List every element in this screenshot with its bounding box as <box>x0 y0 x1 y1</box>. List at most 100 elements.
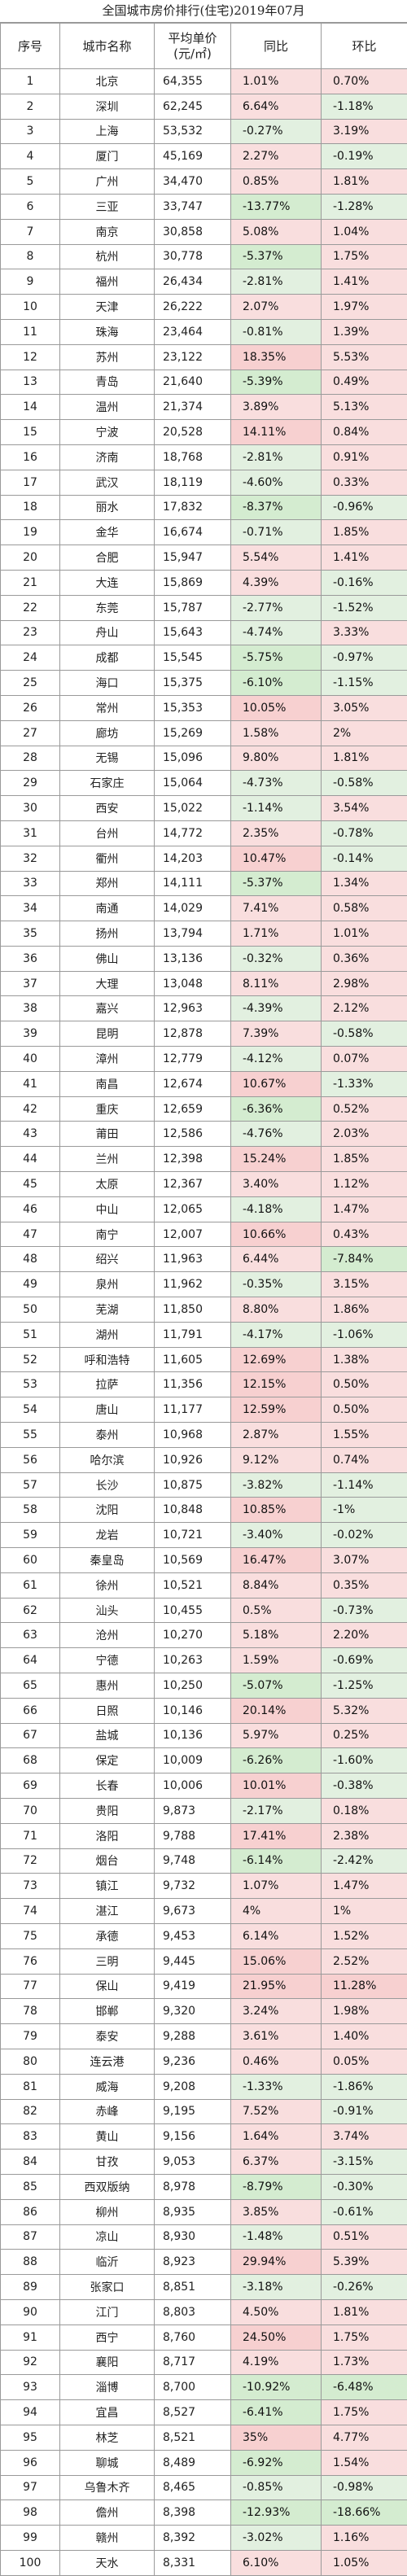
cell-price: 9,053 <box>154 2149 231 2175</box>
table-row: 78 邯郸 9,320 3.24% 1.98% <box>0 1998 407 2025</box>
cell-city: 三亚 <box>59 193 155 220</box>
cell-yoy: 2.35% <box>230 820 322 846</box>
cell-mom: 0.25% <box>321 1722 407 1749</box>
cell-city: 上海 <box>59 118 155 145</box>
cell-price: 26,434 <box>154 269 231 295</box>
cell-price: 11,850 <box>154 1297 231 1323</box>
cell-no: 24 <box>0 645 60 671</box>
table-row: 13 青岛 21,640 -5.39% 0.49% <box>0 369 407 396</box>
cell-mom: 0.05% <box>321 2048 407 2075</box>
cell-yoy: 3.24% <box>230 1998 322 2025</box>
cell-no: 39 <box>0 1021 60 1047</box>
cell-yoy: -5.75% <box>230 645 322 671</box>
cell-price: 9,445 <box>154 1948 231 1975</box>
cell-mom: -0.38% <box>321 1773 407 1799</box>
table-row: 88 临沂 8,923 29.94% 5.39% <box>0 2249 407 2276</box>
cell-no: 87 <box>0 2224 60 2250</box>
header-price-line1: 平均单价 <box>168 30 217 46</box>
cell-price: 23,122 <box>154 343 231 370</box>
cell-no: 15 <box>0 419 60 445</box>
cell-mom: 2.12% <box>321 995 407 1022</box>
cell-no: 100 <box>0 2549 60 2576</box>
cell-yoy: -2.17% <box>230 1797 322 1824</box>
cell-yoy: 10.85% <box>230 1497 322 1524</box>
cell-no: 36 <box>0 945 60 972</box>
cell-city: 南宁 <box>59 1221 155 1248</box>
cell-mom: -1% <box>321 1497 407 1524</box>
cell-mom: 5.53% <box>321 343 407 370</box>
cell-no: 37 <box>0 970 60 997</box>
cell-city: 连云港 <box>59 2048 155 2075</box>
cell-no: 45 <box>0 1171 60 1197</box>
cell-city: 洛阳 <box>59 1822 155 1849</box>
cell-city: 泰安 <box>59 2023 155 2049</box>
table-row: 74 湛江 9,673 4% 1% <box>0 1898 407 1924</box>
cell-city: 三明 <box>59 1948 155 1975</box>
cell-no: 13 <box>0 369 60 396</box>
cell-no: 23 <box>0 619 60 646</box>
table-row: 33 郑州 14,111 -5.37% 1.34% <box>0 870 407 897</box>
cell-mom: 1.01% <box>321 921 407 947</box>
cell-price: 17,832 <box>154 494 231 521</box>
cell-yoy: 5.54% <box>230 545 322 571</box>
cell-city: 珠海 <box>59 318 155 345</box>
cell-yoy: -1.14% <box>230 795 322 821</box>
cell-price: 15,643 <box>154 619 231 646</box>
cell-mom: 1.81% <box>321 168 407 195</box>
table-row: 61 徐州 10,521 8.84% 0.35% <box>0 1572 407 1599</box>
page-title: 全国城市房价排行(住宅)2019年07月 <box>0 0 407 23</box>
cell-no: 75 <box>0 1922 60 1949</box>
table-row: 85 西双版纳 8,978 -8.79% -0.30% <box>0 2173 407 2200</box>
cell-no: 68 <box>0 1747 60 1774</box>
cell-mom: 1.85% <box>321 1146 407 1173</box>
cell-no: 81 <box>0 2073 60 2100</box>
cell-no: 86 <box>0 2198 60 2225</box>
cell-yoy: 2.87% <box>230 1422 322 1448</box>
cell-no: 40 <box>0 1046 60 1072</box>
cell-mom: 3.07% <box>321 1547 407 1573</box>
cell-mom: 0.70% <box>321 68 407 94</box>
cell-no: 79 <box>0 2023 60 2049</box>
cell-mom: 1.47% <box>321 1873 407 1900</box>
cell-city: 郑州 <box>59 870 155 897</box>
cell-city: 汕头 <box>59 1597 155 1624</box>
table-row: 32 衢州 14,203 10.47% -0.14% <box>0 845 407 872</box>
table-row: 2 深圳 62,245 6.64% -1.18% <box>0 93 407 120</box>
cell-mom: 3.05% <box>321 694 407 721</box>
cell-city: 盐城 <box>59 1722 155 1749</box>
cell-yoy: -4.18% <box>230 1196 322 1222</box>
table-row: 29 石家庄 15,064 -4.73% -0.58% <box>0 770 407 797</box>
cell-city: 武汉 <box>59 469 155 496</box>
table-row: 23 舟山 15,643 -4.74% 3.33% <box>0 619 407 646</box>
cell-no: 3 <box>0 118 60 145</box>
cell-no: 69 <box>0 1773 60 1799</box>
cell-city: 泰州 <box>59 1422 155 1448</box>
cell-no: 63 <box>0 1622 60 1649</box>
cell-price: 15,269 <box>154 719 231 746</box>
cell-yoy: 6.64% <box>230 93 322 120</box>
cell-price: 18,768 <box>154 444 231 470</box>
cell-price: 10,250 <box>154 1673 231 1699</box>
table-row: 79 泰安 9,288 3.61% 1.40% <box>0 2023 407 2049</box>
cell-city: 海口 <box>59 670 155 696</box>
cell-yoy: -0.27% <box>230 118 322 145</box>
table-row: 59 龙岩 10,721 -3.40% -0.02% <box>0 1522 407 1549</box>
cell-mom: -0.30% <box>321 2173 407 2200</box>
cell-yoy: 10.66% <box>230 1221 322 1248</box>
table-row: 1 北京 64,355 1.01% 0.70% <box>0 68 407 94</box>
cell-mom: 2.20% <box>321 1622 407 1649</box>
cell-price: 8,851 <box>154 2274 231 2300</box>
cell-no: 94 <box>0 2399 60 2425</box>
cell-mom: 1.81% <box>321 745 407 772</box>
table-row: 10 天津 26,222 2.07% 1.97% <box>0 294 407 320</box>
cell-price: 10,926 <box>154 1446 231 1473</box>
cell-city: 江门 <box>59 2298 155 2325</box>
cell-price: 15,375 <box>154 670 231 696</box>
cell-no: 90 <box>0 2298 60 2325</box>
table-row: 12 苏州 23,122 18.35% 5.53% <box>0 343 407 370</box>
cell-mom: -1.15% <box>321 670 407 696</box>
cell-mom: -7.84% <box>321 1246 407 1273</box>
cell-yoy: 6.14% <box>230 1922 322 1949</box>
table-row: 16 济南 18,768 -2.81% 0.91% <box>0 444 407 470</box>
cell-city: 沈阳 <box>59 1497 155 1524</box>
